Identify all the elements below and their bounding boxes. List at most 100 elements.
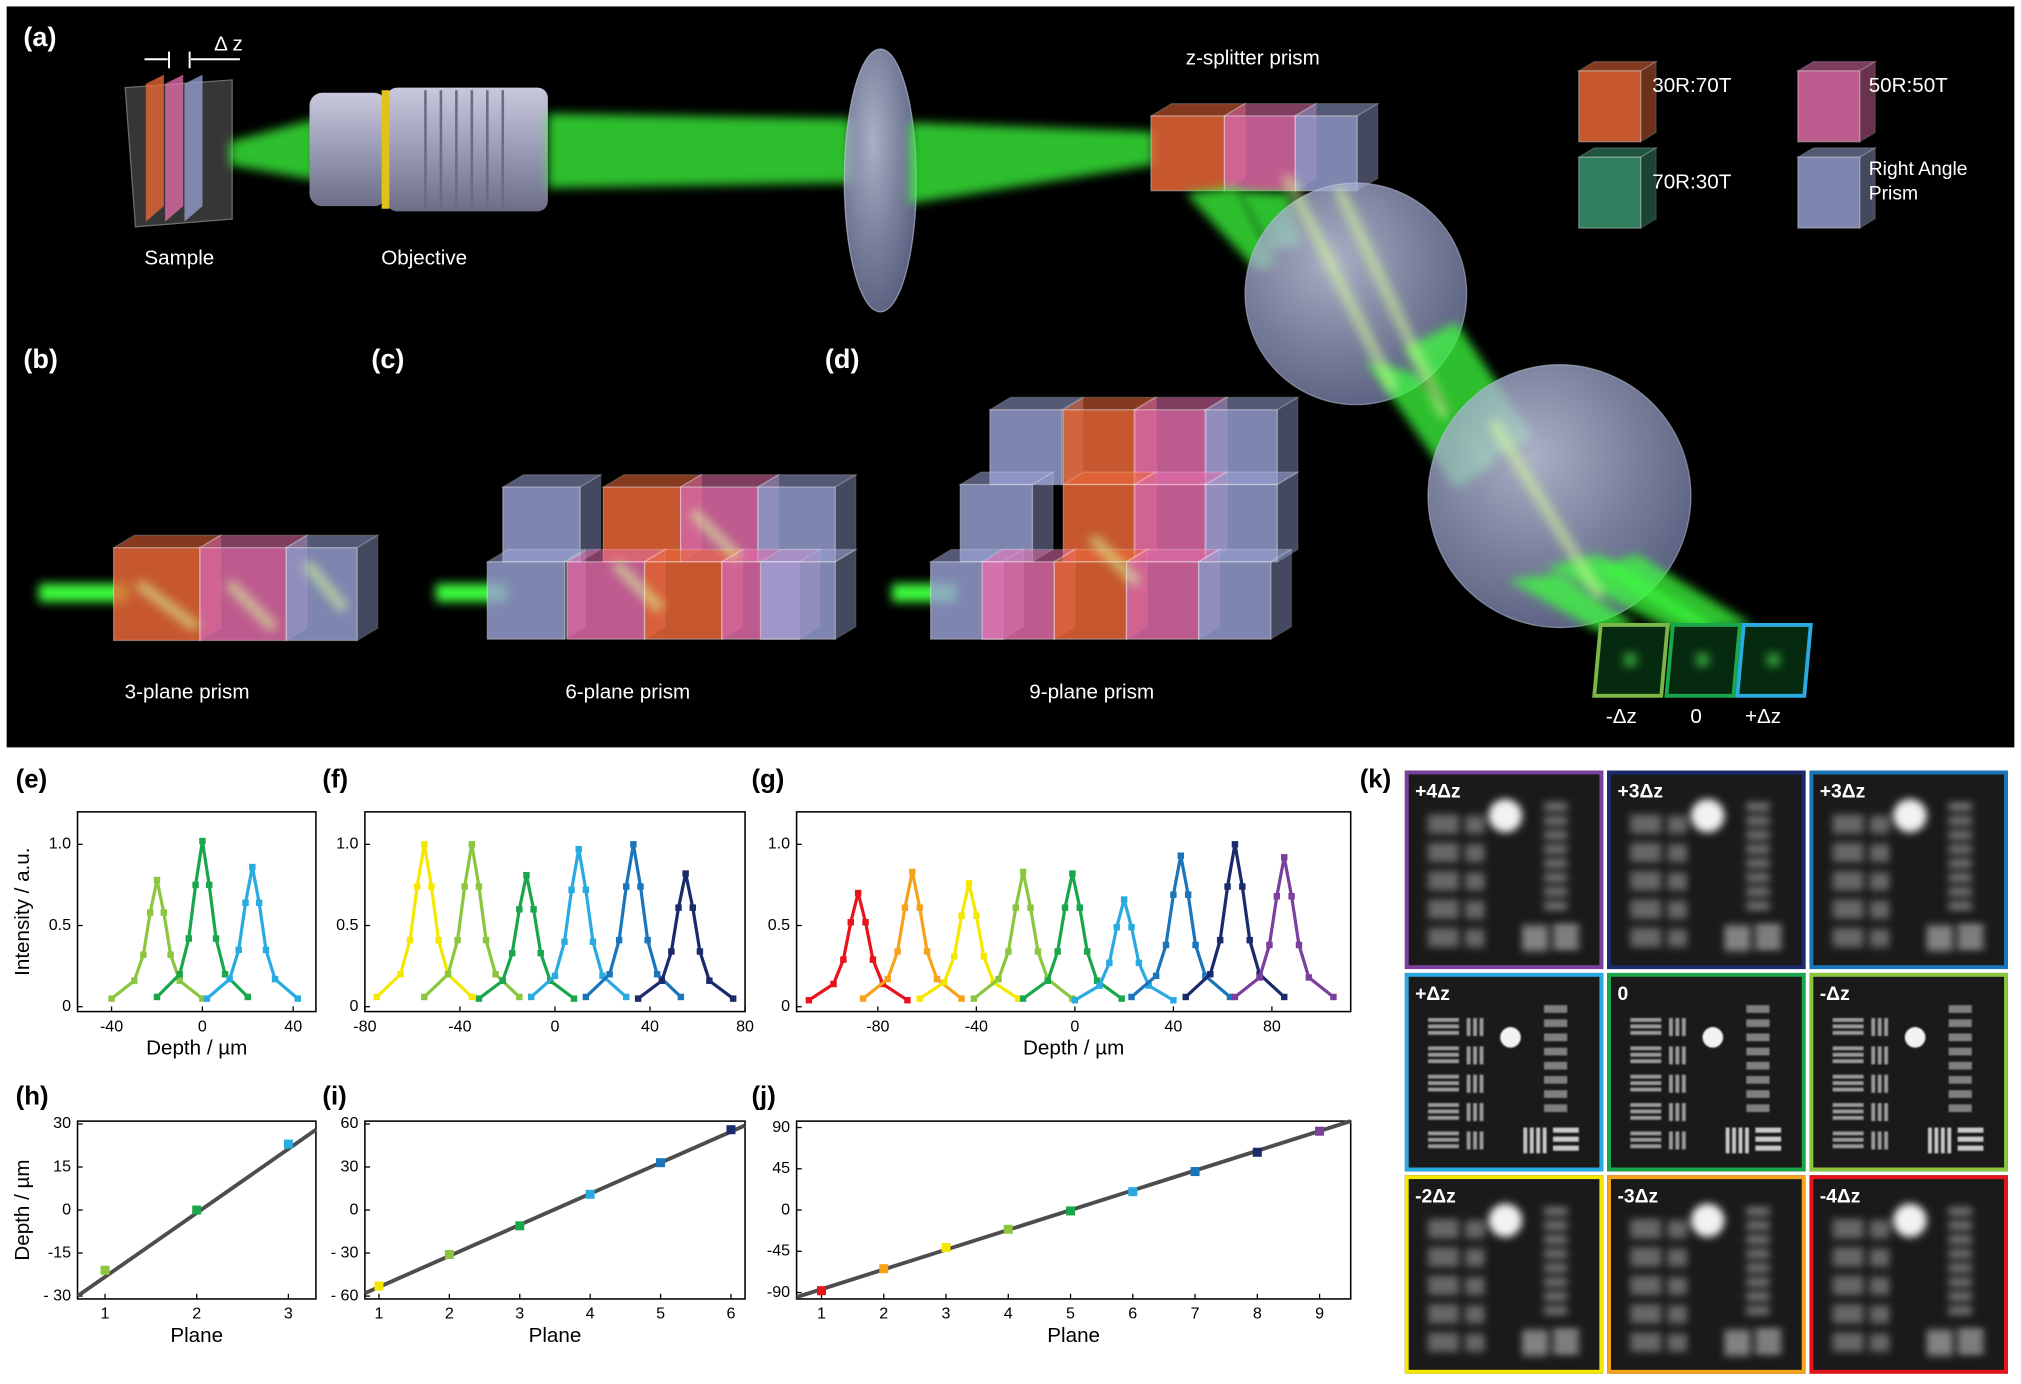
target-bar <box>1928 1329 1932 1356</box>
target-bar <box>1877 1046 1882 1065</box>
target-bar <box>1675 1018 1680 1037</box>
target-bar <box>1428 885 1459 890</box>
target-bar <box>1832 1030 1864 1035</box>
data-point <box>965 880 973 887</box>
data-point <box>499 977 506 984</box>
target-bar <box>1466 1248 1471 1267</box>
x-tick-label: 40 <box>284 1017 302 1035</box>
target-bar <box>1948 1019 1972 1028</box>
data-point <box>192 1205 202 1215</box>
target-bar <box>1668 1018 1673 1037</box>
target-bar <box>1832 885 1864 890</box>
target-bar <box>1746 1047 1770 1056</box>
image-label: +3Δz <box>1617 782 1663 803</box>
target-bar <box>1630 1137 1662 1142</box>
data-point <box>653 971 661 978</box>
image-label: +3Δz <box>1820 782 1866 803</box>
target-bar <box>1884 815 1889 834</box>
fit-line <box>364 1123 746 1295</box>
data-point <box>468 841 476 848</box>
image-border <box>1809 1175 2008 1374</box>
target-bar <box>1428 822 1459 827</box>
target-bar <box>1428 1087 1459 1092</box>
target-bar <box>1428 1030 1459 1035</box>
target-bar <box>1668 929 1673 948</box>
target-bar <box>1543 873 1568 882</box>
bright-spot <box>1690 1203 1725 1238</box>
target-bar <box>1479 1018 1484 1037</box>
x-tick-label: 4 <box>1004 1305 1013 1323</box>
data-point <box>1252 1147 1262 1157</box>
data-point <box>153 876 161 884</box>
data-point <box>1184 891 1192 898</box>
data-point <box>530 906 537 913</box>
target-bar <box>1630 1261 1662 1266</box>
x-tick-label: 2 <box>192 1305 201 1323</box>
target-bar <box>1940 1127 1945 1154</box>
target-bar <box>1543 1033 1568 1042</box>
image-label: -Δz <box>1820 984 1850 1005</box>
target-bar <box>1681 1074 1686 1093</box>
panel-label: (b) <box>23 344 58 374</box>
data-point <box>606 971 613 978</box>
target-bar <box>1832 1289 1864 1294</box>
target-bar <box>1681 844 1686 863</box>
objective-label: Objective <box>381 246 467 269</box>
y-tick-label: - 30 <box>331 1243 359 1261</box>
target-bar <box>1479 1305 1484 1324</box>
x-tick-label: 1 <box>374 1305 383 1323</box>
target-bar <box>1466 1074 1471 1093</box>
data-point <box>1162 941 1170 949</box>
x-tick-label: 3 <box>515 1305 524 1323</box>
target-bar <box>1428 1131 1459 1136</box>
data-point <box>255 899 263 907</box>
panel-label: (a) <box>23 22 56 52</box>
data-point <box>1076 904 1084 911</box>
camera-image-spot <box>1623 653 1637 667</box>
data-point <box>599 972 606 980</box>
legend-label: Right Angle <box>1869 159 1968 180</box>
target-bar <box>1543 902 1568 910</box>
target-bar <box>1871 929 1876 948</box>
target-bar <box>1630 935 1662 940</box>
data-point <box>879 1264 889 1274</box>
target-bar <box>1543 802 1568 811</box>
target-bar <box>1877 1103 1882 1122</box>
target-bar <box>1466 1018 1471 1037</box>
target-bar <box>1428 1052 1459 1057</box>
y-tick-label: 45 <box>772 1159 790 1177</box>
target-bar <box>1479 929 1484 948</box>
target-bar <box>1553 1347 1579 1354</box>
target-bar <box>1948 1061 1972 1070</box>
target-bar <box>1675 1277 1680 1296</box>
target-bar <box>1630 1087 1662 1092</box>
data-point <box>916 904 923 911</box>
y-tick-label: - 30 <box>43 1286 71 1304</box>
target-bar <box>1746 1221 1770 1230</box>
target-bar <box>1630 878 1662 883</box>
x-tick-label: 8 <box>1253 1305 1262 1323</box>
target-bar <box>1940 1329 1945 1356</box>
target-bar <box>1871 1046 1876 1065</box>
target-bar <box>1957 1136 1984 1142</box>
target-bar <box>1428 1115 1459 1120</box>
data-point <box>805 996 813 1004</box>
target-bar <box>1746 1235 1770 1244</box>
target-bar <box>1466 900 1471 919</box>
prism-cube <box>1053 561 1128 640</box>
target-bar <box>1466 1333 1471 1352</box>
target-bar <box>1871 1074 1876 1093</box>
target-bar <box>1871 1131 1876 1150</box>
target-bar <box>1630 1115 1662 1120</box>
target-bar <box>1832 1052 1864 1057</box>
target-bar <box>1630 1144 1662 1149</box>
target-bar <box>1871 900 1876 919</box>
target-bar <box>1948 1005 1972 1013</box>
x-tick-label: 3 <box>284 1305 293 1323</box>
image-label: 0 <box>1617 984 1628 1005</box>
target-bar <box>1948 845 1972 854</box>
target-bar <box>1681 929 1686 948</box>
target-bar <box>1681 1305 1686 1324</box>
data-point <box>176 977 183 984</box>
target-bar <box>1428 1255 1459 1260</box>
